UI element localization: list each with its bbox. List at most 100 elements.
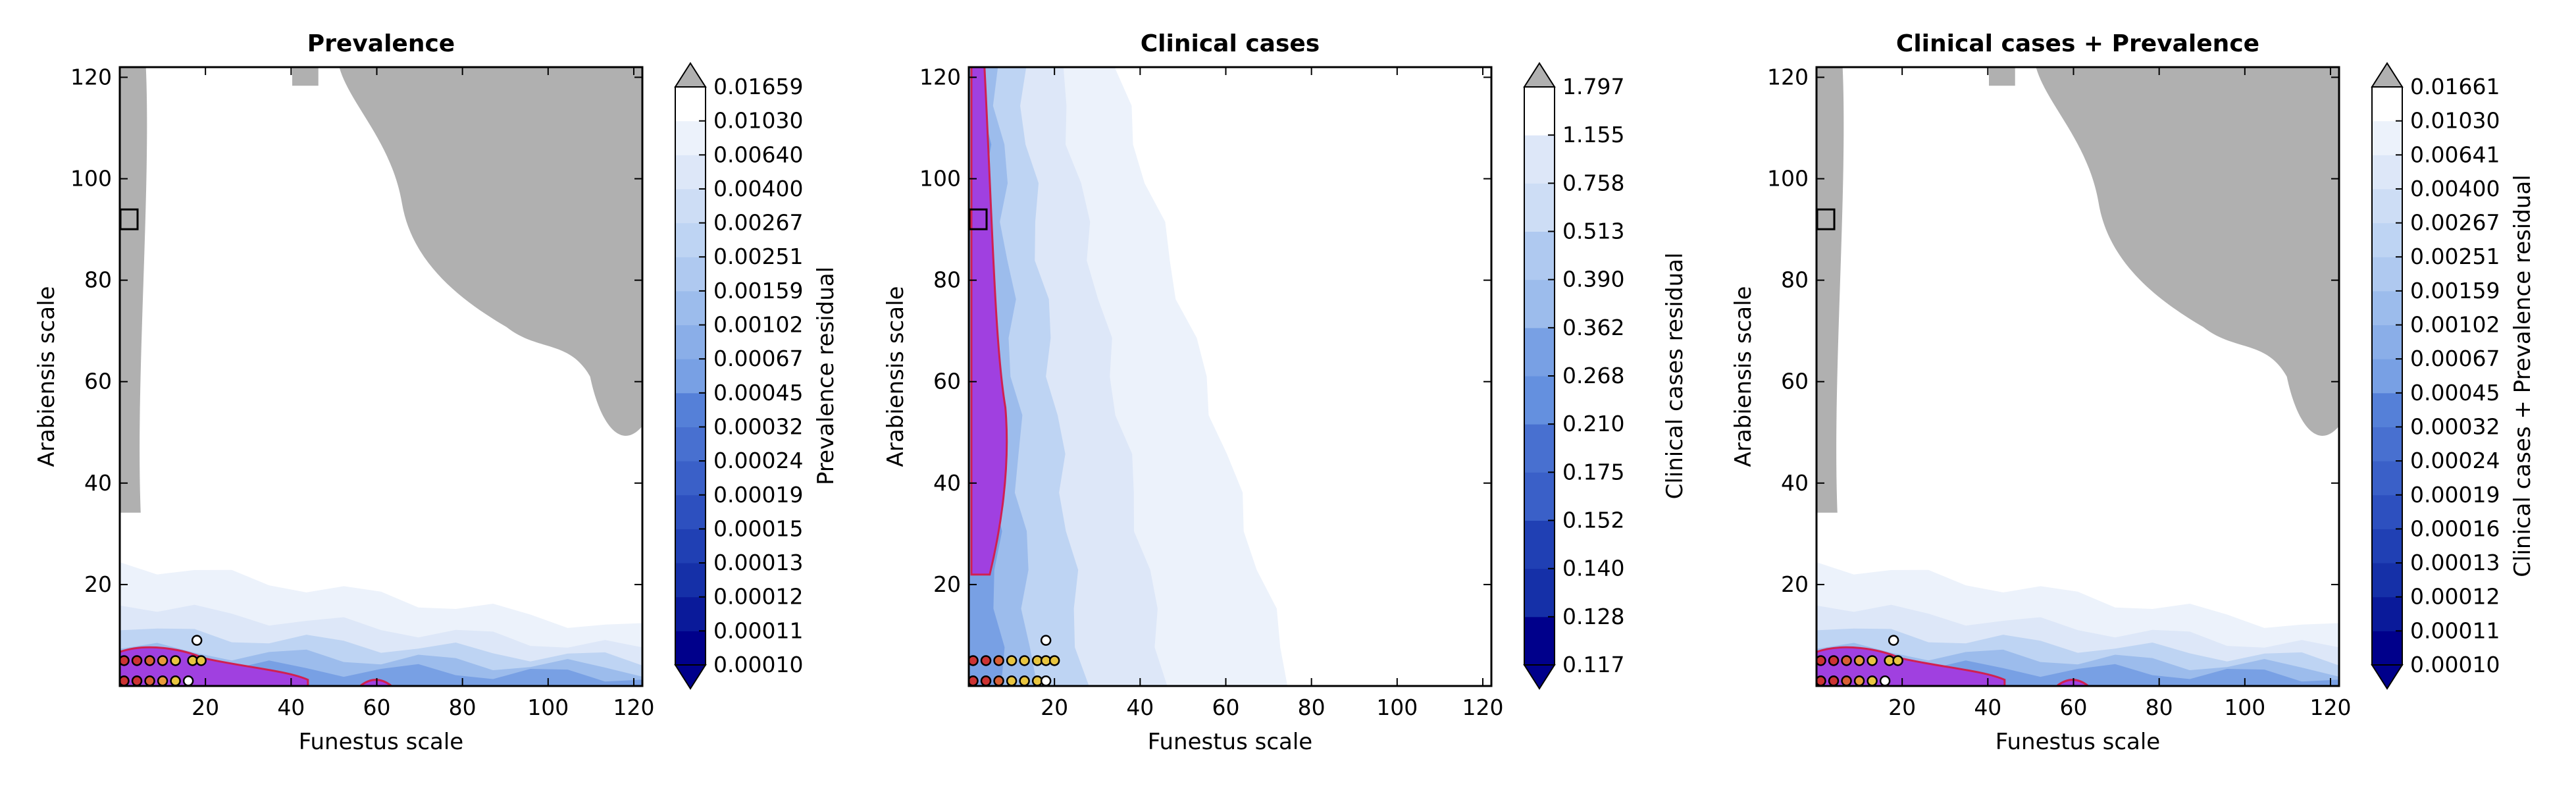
colorbar-tick-label: 0.00013 — [713, 550, 803, 575]
colorbar-tick-label: 0.00016 — [2410, 515, 2500, 541]
colorbar-segment — [1524, 135, 1555, 184]
colorbar-segment — [2372, 427, 2402, 461]
colorbar-tick-label: 0.140 — [1562, 556, 1624, 581]
data-point — [120, 675, 130, 686]
x-tick-label: 20 — [1888, 695, 1916, 720]
colorbar-segment — [675, 392, 706, 427]
x-tick-label: 60 — [1212, 695, 1239, 720]
x-tick-label: 100 — [527, 695, 569, 720]
y-tick-label: 40 — [1781, 470, 1809, 496]
colorbar-extend-top — [2371, 62, 2404, 88]
colorbar-segment — [675, 120, 706, 155]
colorbar-segment — [1524, 376, 1555, 425]
colorbar-tick-label: 0.01030 — [2410, 108, 2500, 134]
colorbar-tick-label: 0.00013 — [2410, 550, 2500, 575]
y-tick-label: 80 — [933, 267, 961, 293]
colorbar-segment — [2372, 596, 2402, 631]
y-tick-label: 120 — [919, 64, 961, 90]
colorbar-segment — [2372, 155, 2402, 190]
data-point — [1841, 655, 1852, 666]
data-point — [1816, 675, 1826, 686]
x-tick-label: 40 — [1974, 695, 2001, 720]
data-point — [1048, 655, 1060, 666]
x-tick-label: 60 — [2059, 695, 2087, 720]
data-point — [1828, 675, 1840, 686]
colorbar-tick-label: 0.175 — [1562, 459, 1624, 485]
plot-area — [1816, 67, 2339, 686]
colorbar-tick-label: 0.00024 — [713, 448, 803, 473]
colorbar-tick-label: 0.00019 — [713, 482, 803, 508]
y-tick-label: 100 — [1767, 166, 1809, 192]
colorbar-segment — [1524, 183, 1555, 232]
y-tick-label: 40 — [933, 470, 961, 496]
grey-patch — [292, 67, 319, 86]
colorbar-segment — [2372, 631, 2402, 666]
chart-title: Prevalence — [307, 30, 455, 57]
colorbar-tick-label: 0.513 — [1562, 219, 1624, 244]
colorbar-segment — [675, 563, 706, 598]
x-tick-label: 80 — [1298, 695, 1326, 720]
colorbar-segment — [2372, 120, 2402, 155]
colorbar-frame — [2371, 86, 2403, 666]
colorbar-tick-label: 0.00019 — [2410, 482, 2500, 508]
colorbar-segment — [2372, 529, 2402, 564]
x-tick-label: 20 — [192, 695, 219, 720]
grey-region — [339, 67, 642, 436]
data-point — [993, 675, 1004, 686]
colorbar: 0.00010 0.00011 0.00012 0.00013 0.00016 0.000… — [2371, 62, 2536, 690]
colorbar-frame — [675, 86, 706, 666]
data-point — [993, 655, 1004, 666]
colorbar-tick-label: 0.210 — [1562, 411, 1624, 436]
x-tick-label: 100 — [1376, 695, 1418, 720]
colorbar-tick-label: 0.268 — [1562, 363, 1624, 388]
y-tick-label: 60 — [84, 369, 112, 394]
colorbar-tick-label: 0.00159 — [2410, 278, 2500, 303]
y-tick-label: 80 — [1781, 267, 1809, 293]
colorbar-segment — [1524, 87, 1555, 136]
colorbar-tick-label: 0.00011 — [713, 618, 803, 643]
grey-patch — [1989, 67, 2015, 86]
y-axis-label: Arabiensis scale — [883, 286, 909, 467]
data-point — [969, 655, 979, 666]
colorbar-tick-label: 0.00641 — [2410, 142, 2500, 167]
colorbar-segment — [675, 87, 706, 122]
colorbar-tick-label: 0.00015 — [713, 515, 803, 541]
colorbar-segment — [2372, 325, 2402, 359]
colorbar-tick-label: 0.00024 — [2410, 448, 2500, 473]
data-point — [1006, 655, 1018, 666]
data-point — [1892, 655, 1903, 666]
colorbar-tick-label: 0.00267 — [713, 210, 803, 236]
data-point — [1841, 675, 1852, 686]
colorbar-segment — [2372, 188, 2402, 224]
colorbar-label: Clinical cases residual — [1662, 253, 1688, 500]
colorbar-tick-label: 0.128 — [1562, 604, 1624, 629]
colorbar-segment — [675, 290, 706, 326]
colorbar-tick-label: 0.00400 — [713, 176, 803, 201]
colorbar-segment — [2372, 392, 2402, 427]
colorbar-segment — [1524, 279, 1555, 329]
axes-frame — [118, 66, 644, 687]
data-point — [1019, 675, 1030, 686]
y-tick-label: 20 — [84, 571, 112, 597]
x-axis-label: Funestus scale — [1148, 729, 1312, 755]
colorbar-tick-label: 0.01030 — [713, 108, 803, 134]
colorbar-tick-label: 0.00267 — [2410, 210, 2500, 236]
colorbar-tick-label: 0.00045 — [713, 380, 803, 406]
colorbar-segment — [675, 188, 706, 224]
y-tick-label: 120 — [1767, 64, 1809, 90]
colorbar-tick-label: 0.00045 — [2410, 380, 2500, 406]
colorbar-label: Clinical cases + Prevalence residual — [2510, 174, 2536, 577]
y-axis-label: Arabiensis scale — [1730, 286, 1757, 467]
data-point — [1019, 655, 1030, 666]
x-tick-label: 40 — [1126, 695, 1154, 720]
y-tick-label: 100 — [919, 166, 961, 192]
colorbar-tick-label: 0.00012 — [2410, 584, 2500, 610]
y-tick-label: 80 — [84, 267, 112, 293]
colorbar-tick-label: 0.00032 — [713, 413, 803, 439]
colorbar-tick-label: 0.00010 — [713, 652, 803, 677]
data-point — [1888, 635, 1899, 646]
colorbar-segment — [675, 325, 706, 359]
x-tick-label: 100 — [2224, 695, 2265, 720]
colorbar-extend-bottom — [674, 664, 707, 690]
